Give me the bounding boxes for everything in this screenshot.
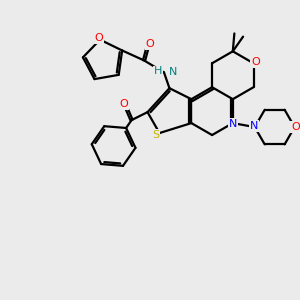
Text: O: O xyxy=(251,57,260,67)
Text: H: H xyxy=(154,66,162,76)
Text: O: O xyxy=(95,33,103,43)
Text: N: N xyxy=(229,119,237,129)
Text: N: N xyxy=(250,121,258,131)
Text: N: N xyxy=(169,68,177,77)
Text: S: S xyxy=(152,130,159,140)
Text: O: O xyxy=(291,122,300,132)
Text: O: O xyxy=(119,99,128,109)
Text: O: O xyxy=(146,40,154,50)
